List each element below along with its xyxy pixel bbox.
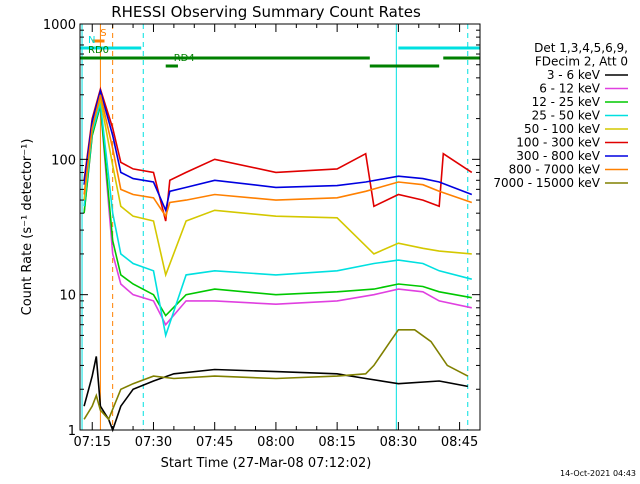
series-line-7000-15000-kev <box>83 328 469 421</box>
x-tick-label-0815: 08:15 <box>318 435 355 450</box>
y-axis-label: Count Rate (s⁻¹ detector⁻¹) <box>20 139 35 316</box>
timestamp: 14-Oct-2021 04:43 <box>560 469 636 478</box>
x-tick-label-0800: 08:00 <box>257 435 294 450</box>
axes: 1 10 100 1000 07:15 07:30 07:45 08:00 08:15 08:30… <box>43 18 481 450</box>
x-tick-label-0745: 07:45 <box>196 435 233 450</box>
mode-label-n: N <box>88 35 95 46</box>
chart-title: RHESSI Observing Summary Count Rates <box>111 3 421 21</box>
legend-header-0: Det 1,3,4,5,6,9, <box>534 41 628 55</box>
x-tick-label-0845: 08:45 <box>441 435 478 450</box>
mode-label-s: S <box>100 28 106 39</box>
plot-area: SNRD4RD0 <box>80 24 480 433</box>
mode-label-rd0: RD0 <box>88 45 109 56</box>
legend-label-25-50-kev: 25 - 50 keV <box>532 109 601 123</box>
legend-header-1: FDecim 2, Att 0 <box>535 55 628 69</box>
x-tick-label-0730: 07:30 <box>135 435 172 450</box>
legend-label-12-25-kev: 12 - 25 keV <box>532 95 601 109</box>
series-line-3-6-kev <box>83 356 468 433</box>
legend-label-6-12-kev: 6 - 12 keV <box>539 82 601 96</box>
y-tick-label-10: 10 <box>59 289 76 304</box>
y-tick-label-1000: 1000 <box>43 18 76 33</box>
legend-label-100-300-kev: 100 - 300 keV <box>516 136 600 150</box>
x-tick-label-0830: 08:30 <box>380 435 417 450</box>
series-line-100-300-kev <box>83 86 473 222</box>
series-line-25-50-kev <box>83 102 472 339</box>
x-tick-label-0715: 07:15 <box>74 435 111 450</box>
legend: Det 1,3,4,5,6,9,FDecim 2, Att 03 - 6 keV… <box>493 41 628 190</box>
legend-label-3-6-kev: 3 - 6 keV <box>547 68 601 82</box>
legend-label-800-7000-kev: 800 - 7000 keV <box>509 163 601 177</box>
series-line-50-100-kev <box>83 98 472 278</box>
series-line-300-800-kev <box>83 87 473 213</box>
y-tick-label-100: 100 <box>51 153 76 168</box>
series-line-800-7000-kev <box>83 94 473 219</box>
legend-label-7000-15000-kev: 7000 - 15000 keV <box>493 176 600 190</box>
legend-label-50-100-kev: 50 - 100 keV <box>524 122 601 136</box>
plot-frame <box>79 23 481 431</box>
y-tick-label-1: 1 <box>68 424 76 439</box>
x-axis-label: Start Time (27-Mar-08 07:12:02) <box>161 456 372 471</box>
legend-label-300-800-kev: 300 - 800 keV <box>516 149 600 163</box>
series-line-12-25-kev <box>83 105 472 317</box>
